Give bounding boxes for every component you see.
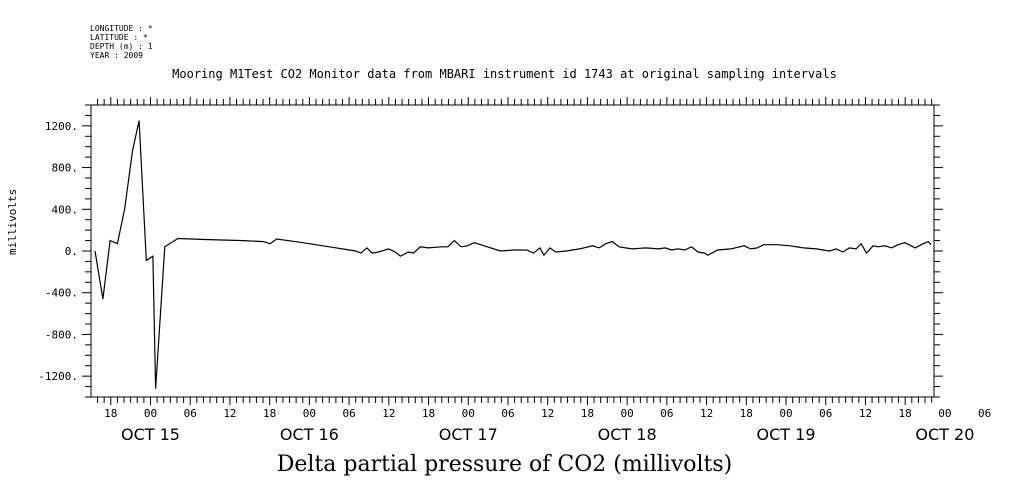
longitude-label: LONGITUDE : * xyxy=(90,24,153,33)
x-tick-label: 06 xyxy=(819,407,832,420)
y-tick-label: -800. xyxy=(45,328,78,341)
x-tick-label: 18 xyxy=(581,407,594,420)
x-day-label: OCT 15 xyxy=(121,425,180,444)
x-day-label: OCT 20 xyxy=(915,425,974,444)
x-tick-label: 00 xyxy=(621,407,634,420)
x-tick-label: 12 xyxy=(700,407,713,420)
latitude-label: LATITUDE : * xyxy=(90,33,148,42)
axis-labels: 18 00 06 12 18 00 06 12 18 00 06 12 18 00 06 12 18 00 06 12… xyxy=(38,120,991,444)
x-tick-label: 18 xyxy=(422,407,435,420)
x-tick-label: 00 xyxy=(779,407,792,420)
x-tick-label: 12 xyxy=(859,407,872,420)
plot-frame xyxy=(90,104,935,398)
year-label: YEAR : 2009 xyxy=(90,51,143,60)
x-tick-label: 00 xyxy=(144,407,157,420)
x-day-label: OCT 17 xyxy=(439,425,498,444)
x-tick-label: 06 xyxy=(978,407,991,420)
x-day-label: OCT 19 xyxy=(757,425,816,444)
x-tick-label: 06 xyxy=(501,407,514,420)
y-tick-label: -400. xyxy=(45,287,78,300)
x-tick-label: 06 xyxy=(660,407,673,420)
x-tick-label: 18 xyxy=(899,407,912,420)
y-tick-label: -1200. xyxy=(38,370,78,383)
x-tick-label: 18 xyxy=(263,407,276,420)
x-day-label: OCT 18 xyxy=(598,425,657,444)
series-line xyxy=(94,120,932,389)
depth-label: DEPTH (m) : 1 xyxy=(90,42,153,51)
axis-ticks xyxy=(82,97,943,405)
x-tick-label: 12 xyxy=(382,407,395,420)
x-tick-label: 12 xyxy=(541,407,554,420)
x-tick-label: 00 xyxy=(938,407,951,420)
x-tick-label: 12 xyxy=(223,407,236,420)
x-day-label: OCT 16 xyxy=(280,425,339,444)
y-tick-label: 1200. xyxy=(45,120,78,133)
x-tick-label: 00 xyxy=(462,407,475,420)
y-tick-label: 400. xyxy=(52,203,79,216)
x-tick-label: 18 xyxy=(104,407,117,420)
chart-title: Mooring M1Test CO2 Monitor data from MBA… xyxy=(172,67,837,81)
x-tick-label: 06 xyxy=(184,407,197,420)
x-tick-label: 18 xyxy=(740,407,753,420)
y-tick-label: 0. xyxy=(65,245,78,258)
y-axis-label: millivolts xyxy=(6,188,19,255)
x-tick-label: 06 xyxy=(342,407,355,420)
x-tick-label: 00 xyxy=(303,407,316,420)
x-axis-label: Delta partial pressure of CO2 (millivolt… xyxy=(276,452,733,477)
y-tick-label: 800. xyxy=(52,162,79,175)
